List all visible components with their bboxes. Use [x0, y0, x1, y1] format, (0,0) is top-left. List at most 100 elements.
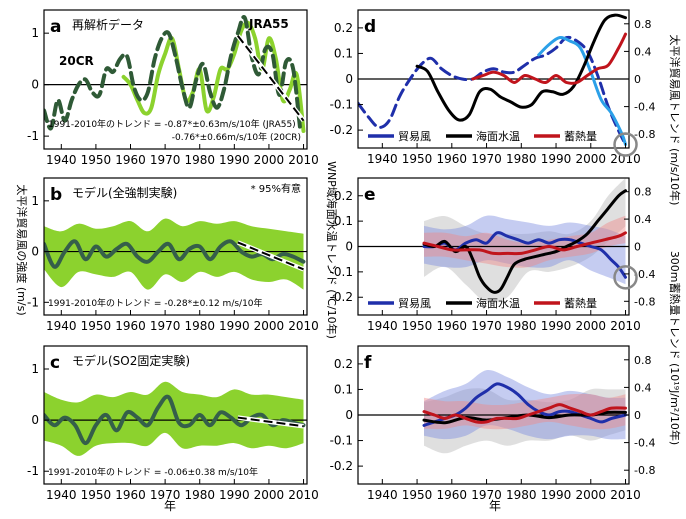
y-tick-label: -0.1: [330, 434, 353, 448]
trend-line: [237, 416, 304, 428]
right-y-tick-label: -0.8: [634, 464, 655, 477]
legend-label: 海面水温: [476, 129, 520, 143]
x-tick-label: 1950: [81, 319, 112, 333]
uncertainty-band: [424, 388, 626, 454]
x-tick-label: 2010: [610, 319, 641, 333]
y-tick-label: -0.2: [330, 123, 353, 137]
x-tick-label: 1970: [471, 488, 502, 502]
y-tick-label: 0: [31, 245, 39, 259]
x-tick-label: 1980: [506, 152, 537, 166]
x-tick-label: 1960: [115, 488, 146, 502]
plot-frame: [43, 345, 308, 485]
x-axis-title-left: 年: [164, 499, 176, 513]
right-y-tick-label: 0: [634, 409, 641, 422]
legend-label: 貿易風: [398, 130, 431, 143]
y-tick-label: 0: [31, 78, 39, 92]
middle-y-axis-title: WNP域海面水温トレンド (℃/10年): [325, 161, 339, 339]
y-tick-label: 0: [31, 413, 39, 427]
panel-f: 1940 1950 1960 1970 1980 1990 2000 2010-0.2-0.1…: [330, 345, 655, 502]
y-tick-label: -0.1: [330, 265, 353, 279]
uncertainty-band: [424, 215, 626, 268]
x-tick-label: 1980: [506, 488, 537, 502]
y-tick-label: 0: [345, 408, 353, 422]
series-line: [44, 394, 306, 446]
right-y-tick-label: 0.8: [634, 186, 652, 199]
x-tick-label: 2010: [288, 488, 319, 502]
x-tick-label: 1990: [541, 152, 572, 166]
right-y-tick-label: 0.4: [634, 45, 652, 58]
uncertainty-band: [44, 381, 304, 456]
legend-label: 海面水温: [476, 296, 520, 310]
panel-letter: a: [50, 17, 61, 37]
plot-frame: [43, 177, 308, 316]
right-y-tick-label: 0.4: [634, 381, 652, 394]
plot-area: [358, 13, 629, 146]
x-tick-label: 2010: [610, 152, 641, 166]
x-tick-label: 1940: [367, 319, 398, 333]
series-label-20cr: 20CR: [59, 54, 94, 68]
x-tick-label: 1940: [367, 152, 398, 166]
panel-letter: b: [50, 185, 62, 205]
y-tick-label: -0.1: [330, 98, 353, 112]
trend-line: [237, 241, 304, 271]
x-tick-label: 1970: [150, 153, 181, 167]
right-y-tick-label: 0: [634, 73, 641, 86]
right-y-axis-title-bottom: 300m蓄熱量トレンド (10¹⁹J/m²/10年): [668, 251, 682, 445]
series-line: [44, 15, 303, 131]
panel-title: モデル(全強制実験): [72, 185, 177, 200]
series-line: [471, 32, 627, 85]
x-tick-label: 1990: [219, 319, 250, 333]
right-y-tick-label: 0.8: [634, 354, 652, 367]
trend-annotation: 1991-2010年のトレンド = -0.87*±0.63m/s/10年 (JR…: [48, 118, 296, 130]
legend-label: 貿易風: [398, 297, 431, 310]
plot-area: [358, 369, 629, 454]
panel-e: 1940 1950 1960 1970 1980 1990 2000 2010-0.2-0.1…: [330, 177, 655, 333]
y-tick-label: 0.1: [334, 214, 353, 228]
y-tick-label: -1: [27, 464, 39, 478]
plot-frame: [43, 9, 308, 150]
plot-area: [44, 381, 307, 456]
panel-c: 1940 1950 1960 1970 1980 1990 2000 2010 -1 0 1 c モデル…: [27, 345, 319, 502]
y-tick-label: 0.2: [334, 21, 353, 35]
x-tick-label: 2000: [254, 488, 285, 502]
x-tick-label: 1970: [471, 152, 502, 166]
x-tick-label: 1960: [437, 319, 468, 333]
series-line: [422, 231, 627, 256]
x-tick-label: 2010: [610, 488, 641, 502]
panel-title: 再解析データ: [72, 17, 144, 32]
y-tick-label: 0: [345, 72, 353, 86]
panel-title: モデル(SO2固定実験): [72, 353, 190, 368]
legend-label: 蓄熱量: [564, 297, 597, 310]
y-tick-label: 1: [31, 26, 39, 40]
x-tick-label: 1950: [81, 153, 112, 167]
x-tick-label: 2000: [576, 319, 607, 333]
plot-area: [44, 218, 307, 290]
y-tick-label: 0.2: [334, 189, 353, 203]
x-tick-label: 1990: [219, 488, 250, 502]
highlight-circle: [613, 132, 638, 157]
uncertainty-band: [424, 178, 626, 304]
x-tick-label: 1970: [150, 319, 181, 333]
series-line: [415, 13, 627, 122]
x-tick-label: 1980: [184, 319, 215, 333]
right-y-tick-label: -0.4: [634, 101, 655, 114]
x-tick-label: 1950: [402, 319, 433, 333]
series-line: [358, 35, 627, 146]
right-y-tick-label: -0.8: [634, 128, 655, 141]
panel-a: 1940 1950 1960 1970 1980 1990 2000 2010 -1 0 1 a 再解析…: [27, 9, 319, 167]
y-tick-label: 0.1: [334, 46, 353, 60]
x-tick-label: 2000: [576, 152, 607, 166]
panel-letter: c: [50, 353, 60, 373]
left-y-axis-title: 太平洋貿易風の強度 (m/s): [15, 184, 29, 315]
x-axis-title-right: 年: [489, 499, 501, 513]
right-y-tick-label: -0.4: [634, 437, 655, 450]
x-tick-label: 2000: [254, 319, 285, 333]
x-tick-label: 1990: [541, 488, 572, 502]
right-y-tick-label: -0.8: [634, 295, 655, 308]
x-tick-label: 1940: [367, 488, 398, 502]
x-tick-label: 2000: [576, 488, 607, 502]
y-tick-label: 1: [31, 194, 39, 208]
y-tick-label: -0.2: [330, 290, 353, 304]
x-tick-label: 1940: [46, 153, 77, 167]
